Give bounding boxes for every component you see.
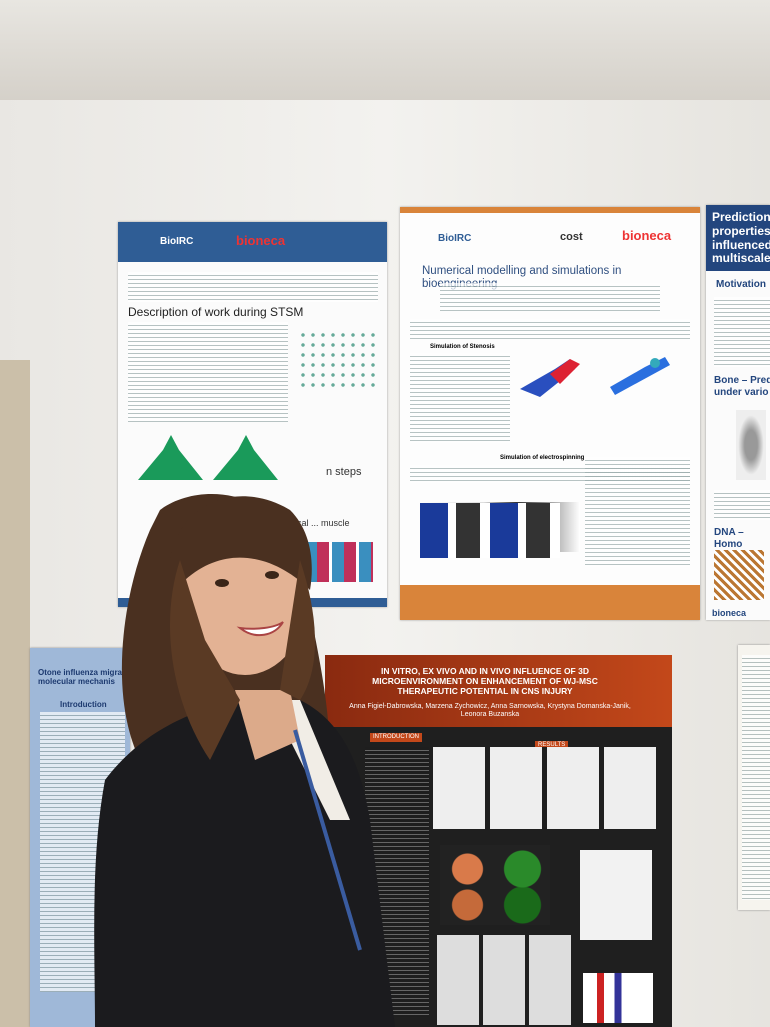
figure-label: n steps bbox=[326, 466, 362, 478]
section-title: DNA – Homo bbox=[714, 527, 744, 550]
figure bbox=[420, 503, 560, 558]
section-title: Simulation of Stenosis bbox=[430, 344, 495, 350]
text-block bbox=[410, 353, 510, 443]
text-block bbox=[128, 322, 288, 422]
figure bbox=[583, 973, 653, 1023]
text-block bbox=[742, 655, 770, 900]
poster-title: Prediction properties influenced multisc… bbox=[712, 210, 770, 266]
figure bbox=[437, 935, 572, 1025]
wall-edge bbox=[0, 360, 30, 1027]
figure bbox=[714, 550, 764, 600]
poster-title: IN VITRO, EX VIVO AND IN VIVO INFLUENCE … bbox=[372, 666, 598, 696]
figure bbox=[298, 330, 376, 390]
section-title: Introduction bbox=[60, 700, 107, 709]
text-block bbox=[440, 283, 660, 311]
text-block bbox=[585, 457, 690, 567]
logo: cost bbox=[560, 231, 583, 243]
logo: BioIRC bbox=[160, 236, 194, 247]
subheading: Numerical ... muscle bbox=[268, 518, 350, 528]
poster-footer bbox=[400, 585, 700, 620]
figure bbox=[440, 845, 550, 925]
heading: Description of work during STSM bbox=[128, 305, 304, 319]
poster-stripe bbox=[400, 207, 700, 213]
figure bbox=[580, 850, 652, 940]
figure bbox=[736, 410, 766, 480]
poster-title: Otone influenza migra molecular mechanis bbox=[38, 668, 123, 687]
poster-header: Prediction properties influenced multisc… bbox=[706, 205, 770, 271]
text-block bbox=[714, 297, 770, 367]
logo: bioneca bbox=[622, 228, 672, 243]
logo: bioneca bbox=[712, 608, 747, 618]
figure bbox=[520, 357, 670, 397]
figure bbox=[433, 747, 661, 829]
logo: BioIRC bbox=[438, 233, 472, 244]
poster: BioIRC cost bioneca Numerical modelling … bbox=[400, 207, 700, 620]
logo: bioneca bbox=[236, 233, 286, 248]
poster bbox=[738, 645, 770, 910]
histograms bbox=[138, 435, 278, 480]
authors: Anna Figiel-Dabrowska, Marzena Zychowicz… bbox=[349, 703, 631, 719]
section-title: INTRODUCTION bbox=[370, 733, 422, 742]
section-title: Motivation bbox=[716, 279, 766, 290]
section-title: Simulation of electrospinning bbox=[500, 455, 585, 461]
text-block bbox=[714, 490, 770, 520]
text-block bbox=[410, 319, 690, 339]
section-title: RESULTS bbox=[535, 741, 569, 750]
poster-header: IN VITRO, EX VIVO AND IN VIVO INFLUENCE … bbox=[325, 655, 672, 727]
text-block bbox=[128, 272, 378, 302]
poster-header: BioIRC bioneca bbox=[118, 222, 387, 262]
section-title: Bone – Pred under vario bbox=[714, 375, 770, 398]
poster: Prediction properties influenced multisc… bbox=[706, 205, 770, 620]
